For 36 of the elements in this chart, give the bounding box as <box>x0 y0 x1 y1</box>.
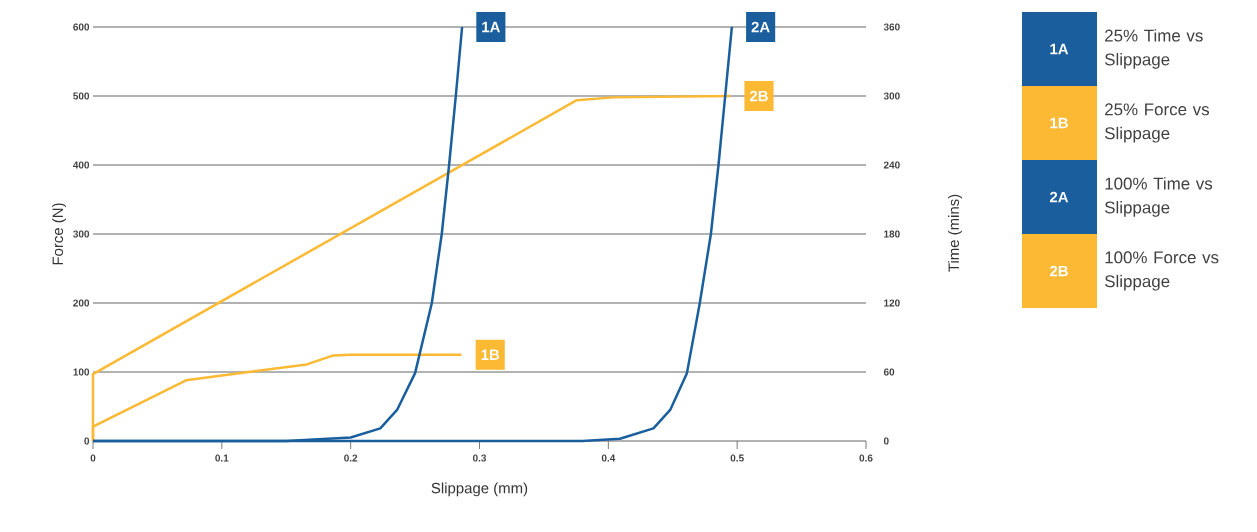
x-axis-title: Slippage (mm) <box>431 482 528 497</box>
text: 1A <box>1050 43 1069 55</box>
series-label: 2A <box>751 21 770 33</box>
x-tick-label: 0.2 <box>344 454 358 462</box>
text: 100% Time vs Slippage <box>1104 177 1213 217</box>
y2-tick-label: 300 <box>883 92 900 100</box>
y-axis-title: Force (N) <box>52 203 67 265</box>
y2-tick-label: 360 <box>883 23 900 31</box>
x-tick-label: 0 <box>90 454 96 462</box>
x-tick-label: 0.5 <box>730 454 744 462</box>
x-tick-label: 0.4 <box>601 454 616 462</box>
y-tick-label: 0 <box>84 437 90 445</box>
y2-tick-label: 60 <box>883 368 895 376</box>
text: 1B <box>1050 117 1068 129</box>
y2-tick-label: 120 <box>884 299 900 307</box>
y-tick-label: 300 <box>73 230 90 238</box>
text: 2A <box>1049 191 1069 203</box>
x-tick-label: 0.6 <box>859 454 873 462</box>
y-tick-label: 100 <box>73 368 90 376</box>
series-label: 1B <box>481 349 500 360</box>
y-tick-label: 400 <box>73 161 90 169</box>
y-tick-label: 200 <box>73 299 90 307</box>
x-tick-label: 0.3 <box>472 454 487 462</box>
text: 100% Force vs Slippage <box>1104 251 1219 291</box>
text: 2B <box>1049 265 1068 277</box>
y2-tick-label: 180 <box>884 230 900 238</box>
x-tick-label: 0.1 <box>215 454 229 462</box>
text: 25% Force vs Slippage <box>1104 103 1209 143</box>
text: 25% Time vs Slippage <box>1104 29 1203 69</box>
y2-tick-label: 240 <box>883 161 900 169</box>
y-tick-label: 500 <box>73 92 90 100</box>
series-label: 1A <box>482 21 501 33</box>
y2-tick-label: 0 <box>883 437 889 445</box>
y2-axis-title: Time (mins) <box>948 194 962 272</box>
y-tick-label: 600 <box>73 23 90 31</box>
series-label: 2B <box>749 90 768 102</box>
